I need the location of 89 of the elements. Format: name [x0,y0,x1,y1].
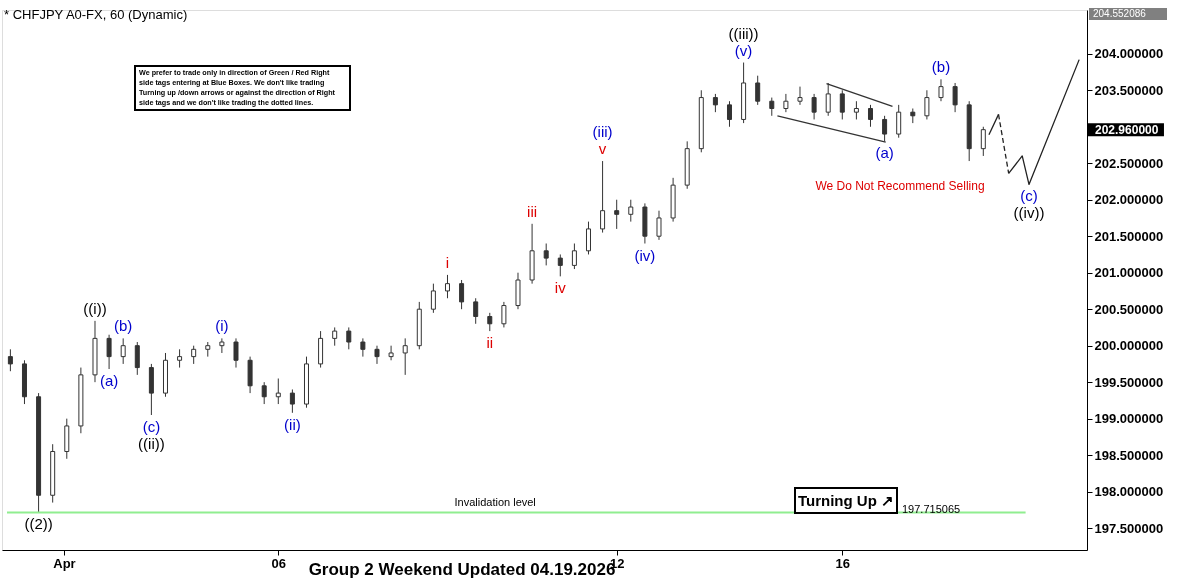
candlestick [233,337,239,369]
y-tick-label: 199.500000 [1094,374,1164,390]
chart-title: * CHFJPY A0-FX, 60 (Dynamic) [4,7,188,22]
candlestick [571,243,577,270]
y-tick-label: 200.500000 [1094,301,1164,317]
candlestick [797,86,803,106]
candlestick [275,378,281,405]
y-tick-label: 198.000000 [1094,484,1164,500]
y-tick-label: 199.000000 [1094,411,1164,427]
candlestick [219,337,225,354]
candlestick [289,388,295,414]
candlestick [444,274,450,299]
candlestick [7,348,13,372]
candlestick [106,334,112,370]
candlestick [924,89,930,120]
candlestick [656,210,662,241]
y-tick-label: 202.500000 [1094,155,1164,171]
annotation: v [598,140,607,158]
candlestick [628,199,634,223]
annotation: ((iii)) [728,24,759,42]
candlestick [487,312,493,332]
candlestick [811,93,817,120]
candlestick [388,345,394,361]
annotation: (iv) [634,246,656,264]
annotation: iv [554,279,567,297]
annotation: i [445,253,450,271]
annotation: (a) [99,372,119,390]
candlestick [557,253,563,277]
candlestick [501,301,507,328]
candlestick [346,326,352,350]
annotation: ((2)) [24,515,53,533]
candlestick [177,348,183,369]
annotation: ((iv)) [1013,204,1045,222]
candlestick [853,100,859,120]
text: 202.960000 [1095,122,1159,137]
candlestick [600,160,606,234]
x-tick-label: Apr [53,555,76,571]
x-tick-label: 06 [271,555,287,571]
annotation: (b) [931,58,951,76]
candlestick [769,97,775,117]
candlestick [543,243,549,266]
candlestick [896,104,902,139]
ref-line-label: Invalidation level [454,496,536,509]
annotation: (a) [875,144,894,162]
candlestick [332,326,338,347]
candlestick [120,337,126,365]
candlestick [726,100,732,128]
candlestick [473,297,479,325]
annotation: (c) [1020,187,1038,205]
candlestick [191,345,197,365]
x-tick-label: 16 [835,555,851,571]
candlestick [360,337,366,358]
annotation: (ii) [284,415,301,433]
annotation: 197.715065 [902,503,961,516]
y-tick-label: 204.000000 [1094,46,1164,62]
annotation: (b) [114,317,133,335]
annotation: Turning Up ↗ [797,492,895,509]
annotation: (i) [215,317,229,335]
annotation: (c) [142,418,161,435]
candlestick [402,337,408,376]
candlestick [980,126,986,157]
y-tick-label: 201.500000 [1094,228,1164,244]
annotation: iii [527,202,538,220]
y-tick-label: 198.500000 [1094,447,1164,463]
candlestick [868,104,873,128]
candlestick [755,75,761,106]
y-tick-label: 201.000000 [1094,265,1164,281]
annotation: (iii) [592,123,613,141]
y-tick-label: 203.500000 [1094,82,1164,98]
candlestick [952,82,958,113]
candlestick [261,381,267,405]
annotation: ((ii)) [138,435,165,452]
y-tick-label: 202.000000 [1094,192,1164,208]
text: 204.552086 [1093,8,1147,19]
annotation: ((i)) [83,299,107,317]
candlestick [374,345,380,365]
candlestick [938,78,944,102]
annotation: (v) [734,41,753,59]
candlestick [712,93,718,113]
candlestick [459,279,465,310]
y-tick-label: 200.000000 [1094,338,1164,354]
annotation: ii [486,334,494,352]
candlestick [614,199,620,230]
candlestick [430,283,436,314]
annotation: We Do Not Recommend Selling [815,179,985,193]
candlestick [585,221,591,255]
y-tick-label: 197.500000 [1094,520,1164,536]
candlestick [134,341,140,376]
candlestick [783,93,789,113]
